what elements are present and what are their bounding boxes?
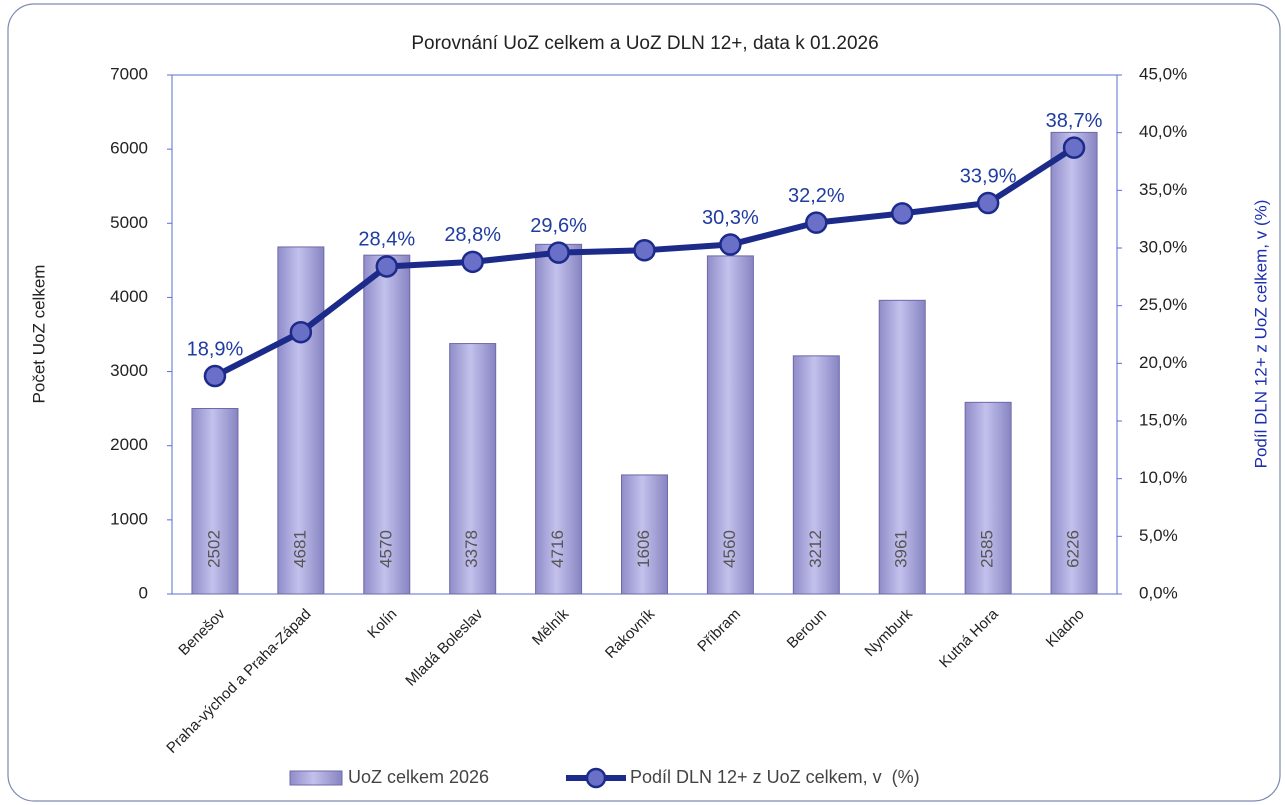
line-value-label: 38,7%: [1046, 110, 1103, 132]
line-marker: [805, 211, 828, 234]
y-tick-label: 3000: [110, 361, 148, 380]
legend-swatch-marker: [585, 767, 607, 789]
line-marker: [461, 250, 484, 274]
line-marker: [1062, 136, 1086, 159]
bar-value-label: 4570: [376, 530, 395, 568]
bar: [535, 243, 583, 595]
y-tick-label: 5000: [110, 213, 148, 232]
legend-label: Podíl DLN 12+ z UoZ celkem, v (%): [630, 767, 920, 787]
bar: [878, 299, 926, 595]
y2-tick-label: 20,0%: [1139, 353, 1187, 372]
bar: [1050, 131, 1098, 595]
bar: [706, 255, 754, 595]
y2-tick-label: 45,0%: [1139, 64, 1187, 83]
line-value-label: 33,9%: [960, 165, 1017, 187]
y2-tick-label: 10,0%: [1139, 468, 1187, 487]
y2-tick-label: 5,0%: [1139, 526, 1178, 545]
line-value-label: 29,6%: [530, 215, 587, 237]
bar: [363, 254, 411, 595]
line-value-label: 30,3%: [702, 207, 759, 229]
line-value-label: 28,4%: [358, 229, 415, 251]
bar: [449, 343, 497, 595]
bar-value-label: 6226: [1064, 530, 1083, 568]
y-tick-label: 7000: [110, 64, 148, 83]
y2-tick-label: 30,0%: [1139, 237, 1187, 256]
bar: [277, 246, 325, 595]
y-tick-label: 1000: [110, 509, 148, 528]
bar-value-label: 4681: [290, 530, 309, 568]
line-value-label: 28,8%: [444, 224, 501, 246]
y-axis-label: Počet UoZ celkem: [29, 265, 48, 404]
line-marker: [547, 241, 570, 264]
line-value-label: 18,9%: [187, 338, 244, 360]
line-value-label: 32,2%: [788, 185, 845, 207]
line-marker: [203, 364, 227, 388]
bar-value-label: 2585: [978, 530, 997, 568]
y2-tick-label: 35,0%: [1139, 180, 1187, 199]
line-marker: [719, 233, 742, 256]
bar-value-label: 3378: [462, 530, 481, 568]
bar-value-label: 2502: [204, 530, 223, 568]
y-tick-label: 0: [139, 583, 148, 602]
bar: [621, 474, 668, 595]
line-marker: [976, 191, 1000, 215]
chart-title: Porovnání UoZ celkem a UoZ DLN 12+, data…: [411, 33, 878, 54]
y2-axis-label: Podíl DLN 12+ z UoZ celkem, v (%): [1251, 200, 1270, 469]
legend-label: UoZ celkem 2026: [348, 767, 489, 787]
y-tick-label: 4000: [110, 287, 148, 306]
y-tick-label: 2000: [110, 435, 148, 454]
line-marker: [289, 320, 313, 344]
bar-value-label: 4716: [548, 530, 567, 568]
bar: [964, 401, 1012, 595]
bar: [792, 355, 840, 595]
line-marker: [375, 255, 399, 278]
y2-tick-label: 40,0%: [1139, 122, 1187, 141]
bar-value-label: 1606: [634, 530, 653, 568]
bar: [191, 407, 239, 595]
y2-tick-label: 15,0%: [1139, 410, 1187, 429]
line-marker: [890, 202, 914, 225]
bar-value-label: 3961: [892, 530, 911, 568]
bar-value-label: 3212: [806, 530, 825, 568]
y2-tick-label: 0,0%: [1139, 583, 1178, 602]
line-marker: [633, 239, 656, 262]
y-tick-label: 6000: [110, 139, 148, 158]
legend-swatch-bar: [289, 770, 343, 786]
y2-tick-label: 25,0%: [1139, 295, 1187, 314]
bar-value-label: 4560: [720, 530, 739, 568]
